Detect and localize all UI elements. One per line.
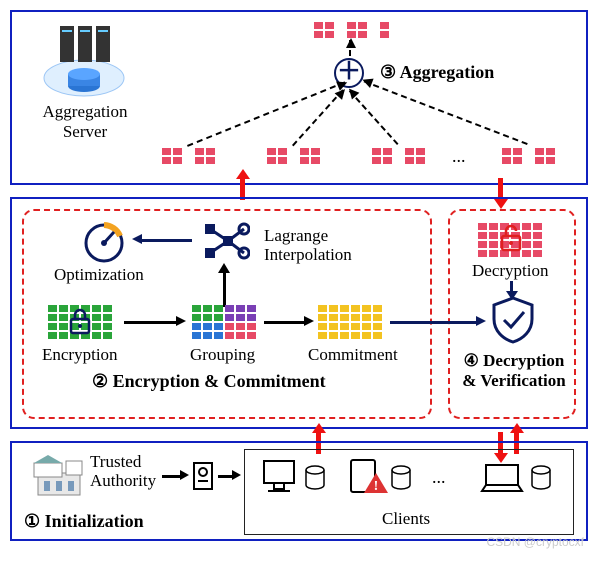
- step3-label: ③ Aggregation: [380, 62, 494, 83]
- clients-label: Clients: [382, 509, 430, 529]
- client-grid-1: [162, 148, 215, 164]
- server-label: AggregationServer: [30, 102, 140, 141]
- arrow-auth-to-clients: [162, 475, 182, 478]
- svg-text:!: !: [374, 479, 379, 494]
- grouping-grid: [192, 305, 256, 339]
- decryption-label: Decryption: [472, 261, 548, 281]
- certificate-icon: [192, 461, 214, 491]
- step4-label: ④ Decryption& Verification: [456, 351, 572, 390]
- shield-check-icon: [490, 295, 536, 345]
- lagrange-label: LagrangeInterpolation: [264, 227, 352, 264]
- gauge-icon: [82, 221, 126, 265]
- arrow-commit-to-verify: [390, 321, 478, 324]
- step2-label: ② Encryption & Commitment: [92, 371, 326, 392]
- grouping-label: Grouping: [190, 345, 255, 365]
- trusted-label: TrustedAuthority: [90, 453, 156, 490]
- optimization-label: Optimization: [54, 265, 144, 285]
- commitment-label: Commitment: [308, 345, 398, 365]
- arrow-group-to-commit: [264, 321, 306, 324]
- aggregated-grid: [314, 22, 389, 38]
- db-icon-3: [530, 465, 552, 491]
- commitment-grid: [318, 305, 382, 339]
- db-icon-2: [390, 465, 412, 491]
- db-icon-1: [304, 465, 326, 491]
- client-grid-3: [372, 148, 425, 164]
- watermark: CSDN @cryptocxf: [486, 535, 584, 549]
- client-grid-4: [502, 148, 555, 164]
- network-icon: [202, 219, 250, 263]
- arrow-grouping-to-lagrange: [223, 269, 226, 307]
- agg-arrow-3: [349, 90, 399, 145]
- authority-icon: [32, 451, 86, 497]
- agg-arrow-up: [349, 40, 351, 56]
- lock-closed-icon: [67, 307, 93, 335]
- init-panel: TrustedAuthority ① Initialization ! ... …: [10, 441, 588, 541]
- server-cloud-icon: [38, 20, 130, 100]
- encryption-label: Encryption: [42, 345, 118, 365]
- client-grid-2: [267, 148, 320, 164]
- clients-ellipsis: ...: [432, 467, 446, 488]
- warning-icon: !: [362, 471, 390, 495]
- processing-panel: Optimization LagrangeInterpolation Encry…: [10, 197, 588, 429]
- client-desktop-icon: [260, 457, 306, 497]
- agg-arrow-2: [292, 89, 344, 146]
- step1-label: ① Initialization: [24, 511, 144, 532]
- top-ellipsis: ...: [452, 146, 466, 167]
- client-laptop-icon: [478, 461, 526, 495]
- arrow-lagrange-to-opt: [138, 239, 192, 242]
- lock-open-icon: [498, 223, 526, 253]
- aggregation-panel: AggregationServer ＋ ③ Aggregation ...: [10, 10, 588, 185]
- arrow-enc-to-group: [124, 321, 178, 324]
